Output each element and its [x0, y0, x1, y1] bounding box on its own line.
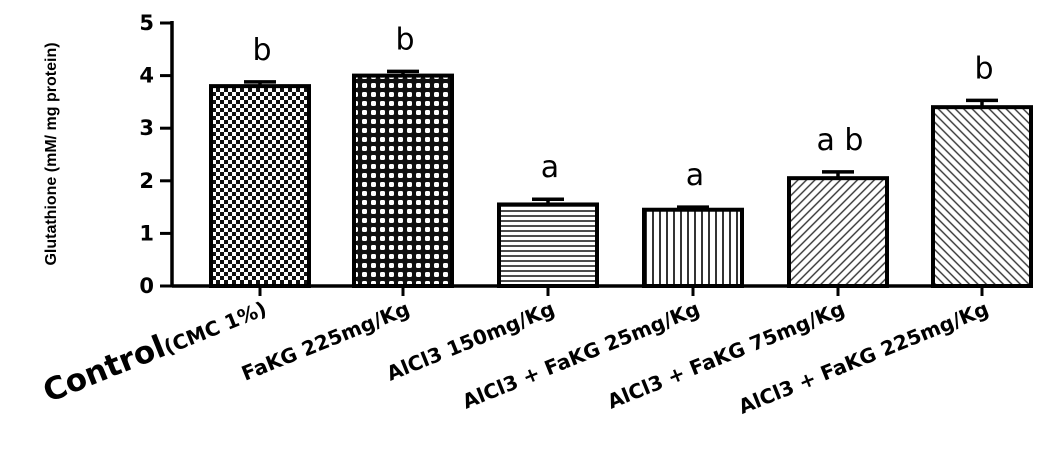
x-tick-label: AlCl3 + FaKG 25mg/Kg — [459, 296, 703, 413]
y-axis-label: Glutathione (mM/ mg protein) — [43, 42, 60, 265]
significance-label: a — [686, 158, 704, 193]
significance-label: b — [974, 51, 993, 86]
bar — [352, 73, 454, 288]
bar — [642, 207, 744, 288]
x-tick-label: Control(CMC 1%) — [38, 288, 271, 410]
significance-label: a — [541, 150, 559, 185]
bar — [209, 84, 311, 289]
significance-label: a b — [817, 123, 864, 158]
x-tick-label: AlCl3 + FaKG 225mg/Kg — [735, 296, 992, 418]
x-tick-label-main: Control — [38, 329, 170, 410]
bars: b b a a a b b — [209, 22, 1033, 289]
bar — [497, 202, 599, 288]
x-tick-label-sub: (CMC 1%) — [160, 296, 270, 359]
significance-label: b — [252, 33, 271, 68]
y-tick-label: 0 — [139, 274, 154, 298]
y-tick-label: 2 — [139, 169, 154, 193]
significance-label: b — [395, 22, 414, 57]
y-tick-label: 5 — [139, 11, 154, 35]
x-tick-label: AlCl3 + FaKG 75mg/Kg — [604, 296, 848, 413]
bar — [787, 176, 889, 288]
y-tick-label: 1 — [139, 221, 154, 245]
y-axis: 0 1 2 3 4 5 — [139, 11, 174, 298]
y-tick-label: 3 — [139, 116, 154, 140]
y-tick-label: 4 — [139, 64, 154, 88]
bar — [931, 105, 1033, 288]
